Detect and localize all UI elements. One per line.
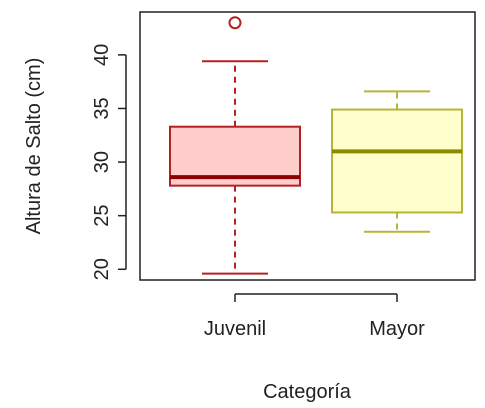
x-axis: Juvenil Mayor bbox=[204, 293, 425, 340]
y-axis-label: Altura de Salto (cm) bbox=[23, 58, 45, 235]
box-group-1 bbox=[169, 16, 301, 275]
plot-frame bbox=[139, 11, 476, 281]
y-tick-label: 35 bbox=[91, 97, 113, 119]
outlier-point bbox=[228, 16, 242, 30]
y-tick-label: 40 bbox=[91, 44, 113, 66]
x-tick-label: Mayor bbox=[369, 318, 425, 340]
x-axis-label: Categoría bbox=[263, 381, 352, 403]
y-tick-label: 30 bbox=[91, 151, 113, 173]
y-axis: 20 25 30 35 40 bbox=[91, 44, 127, 280]
x-tick-label: Juvenil bbox=[204, 318, 266, 340]
y-tick-label: 20 bbox=[91, 258, 113, 280]
boxes-layer bbox=[169, 16, 463, 275]
box-group-2 bbox=[331, 90, 463, 233]
y-tick-label: 25 bbox=[91, 205, 113, 227]
box-iqr bbox=[331, 108, 463, 214]
